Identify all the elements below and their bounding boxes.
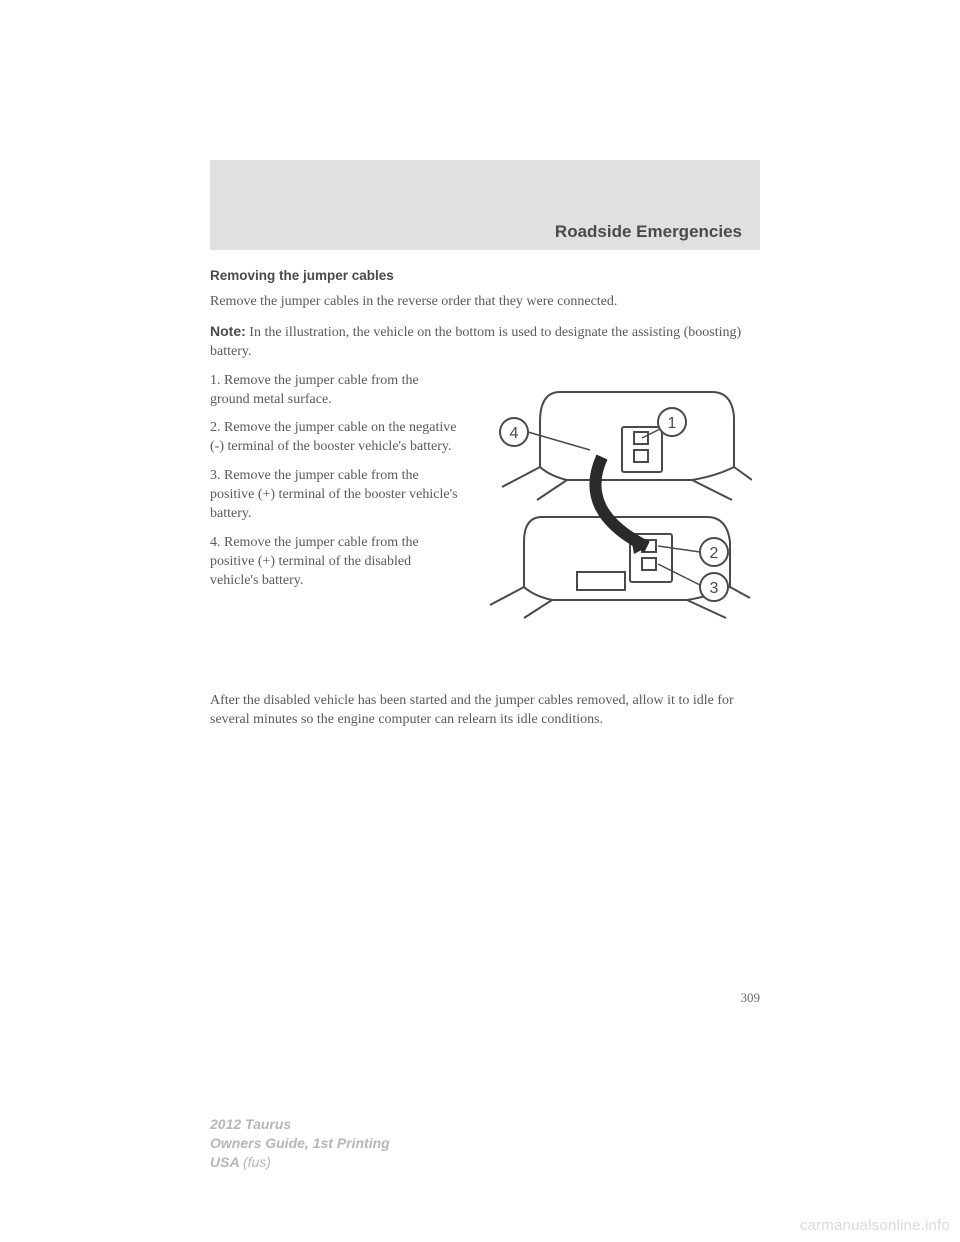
callout-4: 4 xyxy=(510,425,519,442)
footer-guide: Owners Guide, 1st Printing xyxy=(210,1134,390,1153)
closing-text: After the disabled vehicle has been star… xyxy=(210,692,760,730)
note-text: Note: In the illustration, the vehicle o… xyxy=(210,322,760,362)
page-number: 309 xyxy=(741,990,761,1006)
note-body: In the illustration, the vehicle on the … xyxy=(210,325,741,359)
callout-2: 2 xyxy=(710,545,719,562)
footer-region-code: (fus) xyxy=(243,1154,271,1170)
header-band: Roadside Emergencies xyxy=(210,160,760,250)
footer-region-label: USA xyxy=(210,1154,239,1170)
subheading: Removing the jumper cables xyxy=(210,268,760,283)
section-title: Roadside Emergencies xyxy=(555,222,742,242)
intro-text: Remove the jumper cables in the reverse … xyxy=(210,293,760,312)
step-2: 2. Remove the jumper cable on the negati… xyxy=(210,419,460,457)
footer-region: USA (fus) xyxy=(210,1153,390,1172)
page-content: Roadside Emergencies Removing the jumper… xyxy=(210,160,760,739)
step-4: 4. Remove the jumper cable from the posi… xyxy=(210,534,460,591)
footer: 2012 Taurus Owners Guide, 1st Printing U… xyxy=(210,1115,390,1172)
note-label: Note: xyxy=(210,323,246,339)
callout-3: 3 xyxy=(710,580,719,597)
steps-column: 1. Remove the jumper cable from the grou… xyxy=(210,372,460,632)
two-col-layout: 1. Remove the jumper cable from the grou… xyxy=(210,372,760,632)
watermark: carmanualsonline.info xyxy=(800,1217,950,1234)
diagram-column: 4 1 2 3 xyxy=(474,372,760,632)
step-3: 3. Remove the jumper cable from the posi… xyxy=(210,467,460,524)
jumper-cable-diagram: 4 1 2 3 xyxy=(482,372,752,632)
footer-vehicle: 2012 Taurus xyxy=(210,1115,390,1134)
callout-1: 1 xyxy=(668,415,677,432)
step-1: 1. Remove the jumper cable from the grou… xyxy=(210,372,460,410)
